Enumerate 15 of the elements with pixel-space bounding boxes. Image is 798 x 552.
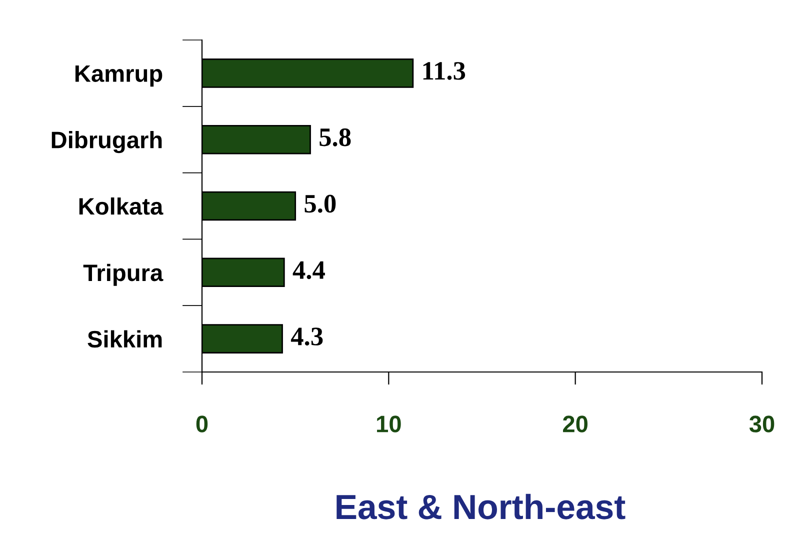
y-tick-label: Dibrugarh bbox=[52, 131, 162, 154]
y-tick-label: Sikkim bbox=[88, 330, 162, 348]
data-label: 4.3 bbox=[290, 328, 323, 346]
data-label: 11.3 bbox=[423, 62, 466, 80]
x-tick-label: 20 bbox=[563, 416, 588, 432]
x-tick-label: 30 bbox=[749, 416, 774, 432]
x-tick-label: 0 bbox=[196, 416, 208, 432]
y-tick-label: Kamrup bbox=[75, 66, 162, 87]
y-tick-label: Kolkata bbox=[79, 197, 164, 215]
x-tick-label: 10 bbox=[377, 416, 401, 432]
data-label: 5.0 bbox=[304, 194, 336, 213]
text: East & North-east bbox=[336, 494, 626, 520]
data-label: 4.4 bbox=[292, 261, 325, 280]
y-tick-label: Tripura bbox=[83, 264, 164, 286]
data-label: 5.8 bbox=[320, 128, 351, 146]
